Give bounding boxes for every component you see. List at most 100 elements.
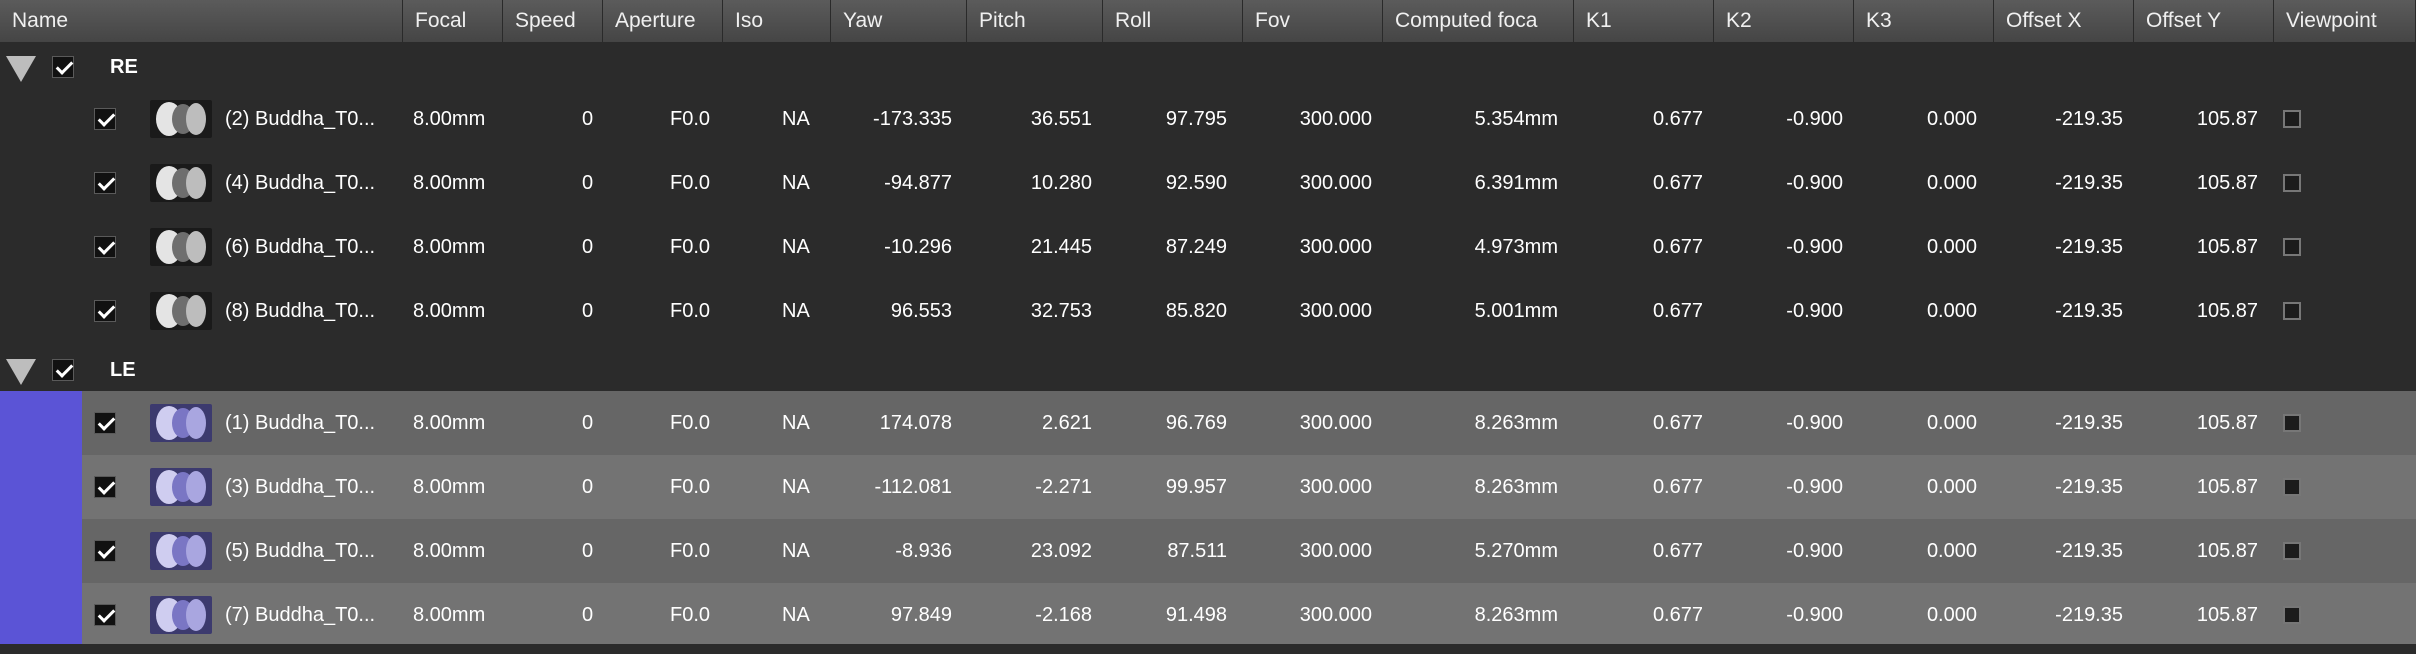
column-header-focal[interactable]: Focal: [403, 0, 503, 42]
cell-offy: 105.87: [2196, 604, 2258, 626]
checkbox-empty-icon[interactable]: [2283, 606, 2301, 624]
cell-iso: NA: [782, 236, 810, 258]
cell-iso: NA: [782, 108, 810, 130]
table-row[interactable]: (2) Buddha_T0... 8.00mm 0 F0.0 NA -173.335 36.…: [0, 87, 2416, 151]
cell-k2: -0.900: [1786, 540, 1843, 562]
checkmark-icon: [97, 237, 116, 255]
checkmark-icon: [97, 413, 116, 431]
cell-computed: 4.973mm: [1474, 236, 1558, 258]
column-header-k3[interactable]: K3: [1854, 0, 1994, 42]
row-checkbox[interactable]: [94, 540, 116, 562]
row-checkbox[interactable]: [94, 236, 116, 258]
row-name: (7) Buddha_T0...: [225, 604, 376, 626]
column-header-yaw[interactable]: Yaw: [831, 0, 967, 42]
cell-roll: 96.769: [1165, 412, 1227, 434]
column-header-offx[interactable]: Offset X: [1994, 0, 2134, 42]
triangle-down-icon[interactable]: [6, 56, 36, 82]
cell-focal: 8.00mm: [413, 412, 486, 434]
cell-offy: 105.87: [2196, 476, 2258, 498]
table-row[interactable]: (3) Buddha_T0... 8.00mm 0 F0.0 NA -112.081 -2.…: [82, 455, 2416, 519]
cell-offx: -219.35: [2055, 300, 2123, 322]
column-header-name[interactable]: Name: [0, 0, 403, 42]
cell-pitch: 21.445: [1030, 236, 1092, 258]
image-thumbnail-icon: [150, 404, 212, 442]
cell-focal: 8.00mm: [413, 108, 486, 130]
table-row[interactable]: (8) Buddha_T0... 8.00mm 0 F0.0 NA 96.553 32.75…: [0, 279, 2416, 343]
row-name: (8) Buddha_T0...: [225, 300, 376, 322]
checkbox-empty-icon[interactable]: [2283, 238, 2301, 256]
cell-iso: NA: [782, 412, 810, 434]
column-header-viewpoint[interactable]: Viewpoint: [2274, 0, 2416, 42]
group-highlight-strip: [0, 391, 82, 647]
column-header-k2[interactable]: K2: [1714, 0, 1854, 42]
cell-k1: 0.677: [1652, 108, 1703, 130]
cell-pitch: -2.271: [1035, 476, 1092, 498]
cell-computed: 6.391mm: [1474, 172, 1558, 194]
cell-k2: -0.900: [1786, 412, 1843, 434]
cell-k2: -0.900: [1786, 172, 1843, 194]
image-thumbnail-icon: [150, 164, 212, 202]
triangle-down-icon[interactable]: [6, 359, 36, 385]
table-row[interactable]: (1) Buddha_T0... 8.00mm 0 F0.0 NA 174.078 2.62…: [82, 391, 2416, 455]
cell-iso: NA: [782, 540, 810, 562]
image-thumbnail-icon: [150, 100, 212, 138]
column-header-fov[interactable]: Fov: [1243, 0, 1383, 42]
row-checkbox[interactable]: [94, 604, 116, 626]
row-checkbox[interactable]: [94, 108, 116, 130]
table-row[interactable]: (6) Buddha_T0... 8.00mm 0 F0.0 NA -10.296 21.4…: [0, 215, 2416, 279]
checkbox-empty-icon[interactable]: [2283, 478, 2301, 496]
row-checkbox[interactable]: [94, 300, 116, 322]
group-checkbox[interactable]: [52, 359, 74, 381]
column-header-k1[interactable]: K1: [1574, 0, 1714, 42]
row-checkbox[interactable]: [94, 172, 116, 194]
row-checkbox[interactable]: [94, 412, 116, 434]
checkbox-empty-icon[interactable]: [2283, 174, 2301, 192]
cell-k3: 0.000: [1926, 236, 1977, 258]
cell-offy: 105.87: [2196, 300, 2258, 322]
cell-focal: 8.00mm: [413, 476, 486, 498]
thumbnail-shape: [186, 471, 206, 503]
cell-focal: 8.00mm: [413, 300, 486, 322]
cell-computed: 5.354mm: [1474, 108, 1558, 130]
cell-roll: 87.249: [1165, 236, 1227, 258]
cell-fov: 300.000: [1299, 172, 1372, 194]
cell-computed: 8.263mm: [1474, 412, 1558, 434]
cell-speed: 0: [582, 476, 594, 498]
checkbox-empty-icon[interactable]: [2283, 302, 2301, 320]
row-checkbox[interactable]: [94, 476, 116, 498]
cell-k2: -0.900: [1786, 476, 1843, 498]
column-header-roll[interactable]: Roll: [1103, 0, 1243, 42]
column-header-speed[interactable]: Speed: [503, 0, 603, 42]
group-row-le[interactable]: LE: [0, 345, 2416, 396]
column-header-pitch[interactable]: Pitch: [967, 0, 1103, 42]
cell-fov: 300.000: [1299, 412, 1372, 434]
cell-speed: 0: [582, 108, 594, 130]
group-name: LE: [110, 359, 136, 381]
column-header-computed[interactable]: Computed foca: [1383, 0, 1574, 42]
image-thumbnail-icon: [150, 596, 212, 634]
cell-k1: 0.677: [1652, 172, 1703, 194]
cell-yaw: -94.877: [884, 172, 952, 194]
group-checkbox[interactable]: [52, 56, 74, 78]
column-header-iso[interactable]: Iso: [723, 0, 831, 42]
cell-focal: 8.00mm: [413, 540, 486, 562]
column-header-offy[interactable]: Offset Y: [2134, 0, 2274, 42]
cell-computed: 5.270mm: [1474, 540, 1558, 562]
cell-pitch: 36.551: [1030, 108, 1092, 130]
row-name: (3) Buddha_T0...: [225, 476, 376, 498]
checkbox-empty-icon[interactable]: [2283, 542, 2301, 560]
checkmark-icon: [97, 109, 116, 127]
cell-offx: -219.35: [2055, 412, 2123, 434]
table-row[interactable]: (4) Buddha_T0... 8.00mm 0 F0.0 NA -94.877 10.2…: [0, 151, 2416, 215]
cell-yaw: 174.078: [879, 412, 952, 434]
checkmark-icon: [55, 57, 74, 75]
table-row[interactable]: (7) Buddha_T0... 8.00mm 0 F0.0 NA 97.849 -2.16…: [82, 583, 2416, 647]
cell-roll: 97.795: [1165, 108, 1227, 130]
checkbox-empty-icon[interactable]: [2283, 414, 2301, 432]
checkbox-empty-icon[interactable]: [2283, 110, 2301, 128]
cell-iso: NA: [782, 476, 810, 498]
cell-roll: 85.820: [1165, 300, 1227, 322]
group-row-re[interactable]: RE: [0, 42, 2416, 93]
column-header-aperture[interactable]: Aperture: [603, 0, 723, 42]
table-row[interactable]: (5) Buddha_T0... 8.00mm 0 F0.0 NA -8.936 23.09…: [82, 519, 2416, 583]
